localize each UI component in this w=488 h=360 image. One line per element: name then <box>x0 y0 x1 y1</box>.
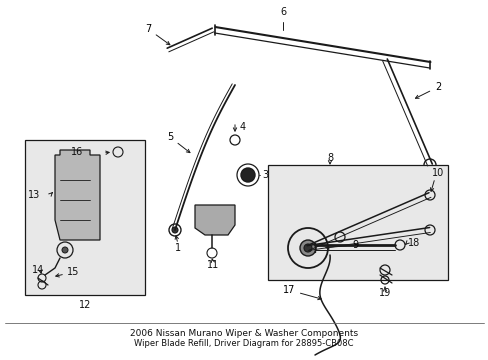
Text: 2: 2 <box>415 82 440 98</box>
Text: 1: 1 <box>175 243 181 253</box>
Text: 19: 19 <box>378 288 390 298</box>
Bar <box>25 140 145 295</box>
Text: 18: 18 <box>407 238 419 248</box>
Text: 9: 9 <box>325 240 357 250</box>
Circle shape <box>299 240 315 256</box>
Text: 7: 7 <box>144 24 169 45</box>
Text: 5: 5 <box>166 132 189 153</box>
Text: 11: 11 <box>206 260 219 270</box>
Text: 2006 Nissan Murano Wiper & Washer Components: 2006 Nissan Murano Wiper & Washer Compon… <box>130 328 357 338</box>
Text: 16: 16 <box>71 147 83 157</box>
Text: 8: 8 <box>326 153 332 163</box>
Polygon shape <box>55 150 100 240</box>
Circle shape <box>241 168 254 182</box>
Circle shape <box>62 247 68 253</box>
Text: Wiper Blade Refill, Driver Diagram for 28895-CB08C: Wiper Blade Refill, Driver Diagram for 2… <box>134 339 353 348</box>
Text: 6: 6 <box>279 7 285 17</box>
Text: 12: 12 <box>79 300 91 310</box>
Text: 4: 4 <box>240 122 245 132</box>
Text: 15: 15 <box>67 267 79 277</box>
Bar <box>267 165 447 280</box>
Text: 10: 10 <box>431 168 443 178</box>
Polygon shape <box>195 205 235 235</box>
Text: 13: 13 <box>28 190 40 200</box>
Text: 14: 14 <box>32 265 44 275</box>
Circle shape <box>304 244 311 252</box>
Circle shape <box>172 227 178 233</box>
Text: 17: 17 <box>282 285 321 300</box>
Text: 3: 3 <box>262 170 267 180</box>
